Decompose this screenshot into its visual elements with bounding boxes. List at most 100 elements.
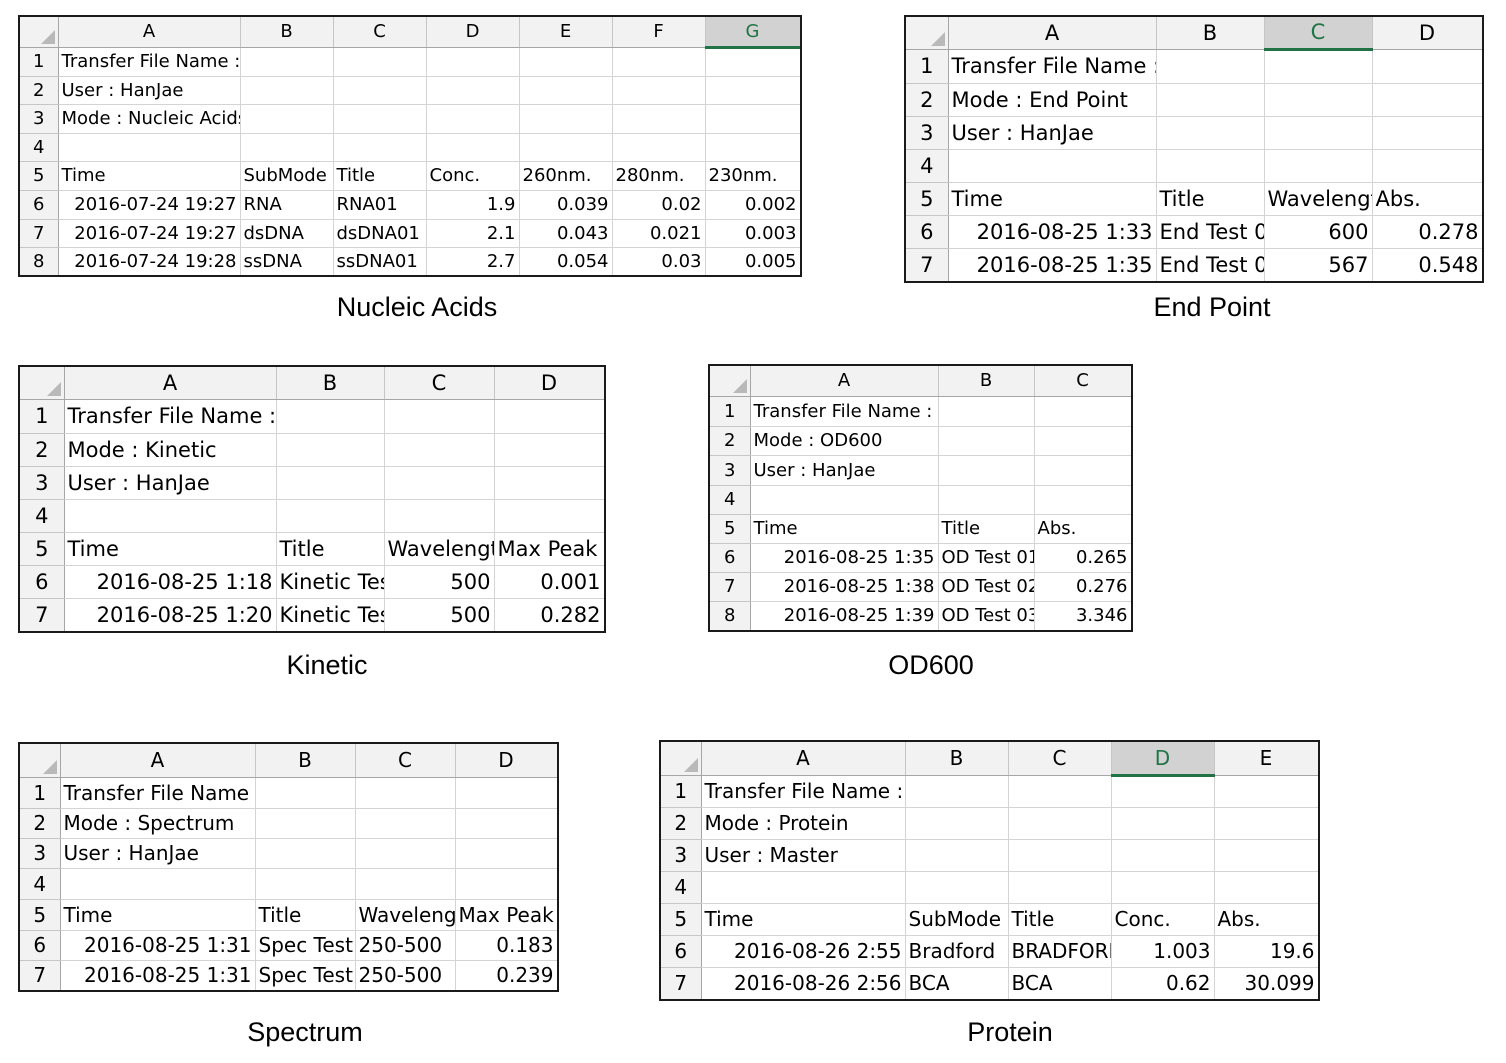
cell-b7[interactable]: Kinetic Test 02 xyxy=(276,598,385,631)
row-header-5[interactable]: 5 xyxy=(20,161,59,191)
cell-d3[interactable] xyxy=(426,104,520,134)
cell-g6[interactable]: 0.002 xyxy=(705,190,800,220)
cell-d3[interactable] xyxy=(1372,116,1482,150)
cell-a4[interactable] xyxy=(58,133,241,162)
cell-e3[interactable] xyxy=(519,104,613,134)
cell-g3[interactable] xyxy=(705,104,800,134)
cell-a4[interactable] xyxy=(750,485,939,515)
cell-b7[interactable]: dsDNA xyxy=(240,219,334,248)
cell-a4[interactable] xyxy=(60,868,256,900)
column-header-b[interactable]: B xyxy=(255,744,356,778)
cell-c4[interactable] xyxy=(1034,485,1131,515)
cell-b4[interactable] xyxy=(938,485,1035,515)
cell-c4[interactable] xyxy=(1264,149,1373,183)
row-header-1[interactable]: 1 xyxy=(906,49,949,84)
cell-d6[interactable]: 0.001 xyxy=(494,565,604,599)
cell-b5[interactable]: SubMode xyxy=(240,161,334,191)
row-header-3[interactable]: 3 xyxy=(661,839,702,872)
cell-c2[interactable] xyxy=(384,433,495,467)
cell-g2[interactable] xyxy=(705,76,800,105)
row-header-2[interactable]: 2 xyxy=(710,426,751,456)
cell-d2[interactable] xyxy=(494,433,604,467)
cell-d4[interactable] xyxy=(455,868,557,900)
cell-b6[interactable]: OD Test 01 xyxy=(938,543,1035,573)
cell-a3[interactable]: User : HanJae xyxy=(64,466,277,500)
column-header-c[interactable]: C xyxy=(1008,742,1112,776)
cell-g7[interactable]: 0.003 xyxy=(705,219,800,248)
cell-c3[interactable] xyxy=(1008,839,1112,872)
cell-f6[interactable]: 0.02 xyxy=(612,190,706,220)
cell-b4[interactable] xyxy=(1156,149,1265,183)
row-header-1[interactable]: 1 xyxy=(20,47,59,77)
column-header-d[interactable]: D xyxy=(494,367,604,400)
row-header-3[interactable]: 3 xyxy=(20,838,61,869)
row-header-4[interactable]: 4 xyxy=(20,499,65,533)
row-header-4[interactable]: 4 xyxy=(661,871,702,904)
cell-f4[interactable] xyxy=(612,133,706,162)
cell-c8[interactable]: ssDNA01 xyxy=(333,247,427,275)
cell-b2[interactable] xyxy=(276,433,385,467)
row-header-1[interactable]: 1 xyxy=(710,396,751,427)
cell-c6[interactable]: BRADFORD xyxy=(1008,935,1112,968)
cell-a7[interactable]: 2016-08-26 2:56 xyxy=(701,967,906,999)
row-header-5[interactable]: 5 xyxy=(661,903,702,936)
cell-d2[interactable] xyxy=(426,76,520,105)
column-header-e[interactable]: E xyxy=(519,17,613,48)
cell-d6[interactable]: 1.9 xyxy=(426,190,520,220)
cell-c3[interactable] xyxy=(355,838,456,869)
cell-b3[interactable] xyxy=(938,455,1035,486)
cell-b2[interactable] xyxy=(240,76,334,105)
column-header-b[interactable]: B xyxy=(276,367,385,400)
cell-a6[interactable]: 2016-07-24 19:27 xyxy=(58,190,241,220)
cell-d5[interactable]: Conc. xyxy=(426,161,520,191)
select-all-corner[interactable] xyxy=(661,742,702,776)
column-header-a[interactable]: A xyxy=(701,742,906,776)
cell-c5[interactable]: Wavelength xyxy=(355,899,456,931)
row-header-5[interactable]: 5 xyxy=(20,532,65,566)
cell-b3[interactable] xyxy=(1156,116,1265,150)
row-header-7[interactable]: 7 xyxy=(906,248,949,281)
cell-d6[interactable]: 0.278 xyxy=(1372,215,1482,249)
column-header-a[interactable]: A xyxy=(948,17,1157,50)
cell-b4[interactable] xyxy=(240,133,334,162)
column-header-b[interactable]: B xyxy=(1156,17,1265,50)
cell-a2[interactable]: User : HanJae xyxy=(58,76,241,105)
cell-g8[interactable]: 0.005 xyxy=(705,247,800,275)
cell-e4[interactable] xyxy=(519,133,613,162)
cell-c2[interactable] xyxy=(1034,426,1131,456)
cell-d2[interactable] xyxy=(455,808,557,839)
cell-e7[interactable]: 0.043 xyxy=(519,219,613,248)
column-header-c[interactable]: C xyxy=(1264,17,1373,51)
cell-d6[interactable]: 0.183 xyxy=(455,930,557,961)
row-header-3[interactable]: 3 xyxy=(906,116,949,150)
cell-b2[interactable] xyxy=(255,808,356,839)
cell-c7[interactable]: 0.276 xyxy=(1034,572,1131,602)
cell-d2[interactable] xyxy=(1111,807,1215,840)
cell-b3[interactable] xyxy=(240,104,334,134)
cell-b5[interactable]: Title xyxy=(276,532,385,566)
cell-c6[interactable]: 250-500 xyxy=(355,930,456,961)
cell-a5[interactable]: Time xyxy=(701,903,906,936)
cell-c1[interactable] xyxy=(1008,775,1112,808)
cell-b3[interactable] xyxy=(255,838,356,869)
column-header-a[interactable]: A xyxy=(60,744,256,778)
cell-d3[interactable] xyxy=(494,466,604,500)
cell-a6[interactable]: 2016-08-25 1:33 xyxy=(948,215,1157,249)
row-header-8[interactable]: 8 xyxy=(710,601,751,630)
cell-e4[interactable] xyxy=(1214,871,1318,904)
cell-d7[interactable]: 0.282 xyxy=(494,598,604,631)
cell-b1[interactable] xyxy=(1156,49,1265,84)
cell-e2[interactable] xyxy=(1214,807,1318,840)
cell-b1[interactable] xyxy=(255,777,356,809)
cell-d6[interactable]: 1.003 xyxy=(1111,935,1215,968)
cell-b6[interactable]: Spec Test xyxy=(255,930,356,961)
cell-a8[interactable]: 2016-07-24 19:28 xyxy=(58,247,241,275)
cell-a2[interactable]: Mode : Kinetic xyxy=(64,433,277,467)
cell-c4[interactable] xyxy=(333,133,427,162)
cell-f2[interactable] xyxy=(612,76,706,105)
cell-a4[interactable] xyxy=(701,871,906,904)
cell-b6[interactable]: Kinetic Test 01 xyxy=(276,565,385,599)
row-header-6[interactable]: 6 xyxy=(20,930,61,961)
cell-a7[interactable]: 2016-08-25 1:31 xyxy=(60,960,256,990)
cell-c7[interactable]: dsDNA01 xyxy=(333,219,427,248)
